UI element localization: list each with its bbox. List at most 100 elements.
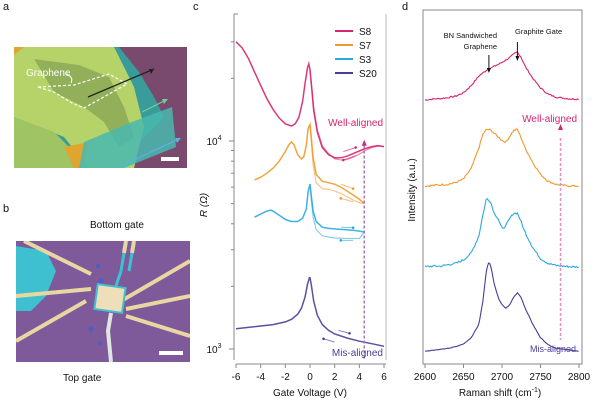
c-series-line-S3 xyxy=(254,184,365,233)
c-y-tick-exp: 4 xyxy=(218,135,222,142)
c-y-tick-label: 103 xyxy=(206,343,221,356)
dot xyxy=(96,264,100,268)
c-x-tick-label: -4 xyxy=(256,372,265,383)
d-series-line-S8 xyxy=(424,51,579,101)
bottom-gate-label: Bottom gate xyxy=(90,220,144,231)
c-series-backsweep-S7 xyxy=(309,124,365,205)
c-sweep-arrowhead xyxy=(342,158,345,162)
graphene-region xyxy=(34,59,134,147)
c-axes: -6 -4 -2 0 2 4 6 103 104 xyxy=(206,13,387,383)
blue-arrow xyxy=(118,138,180,168)
c-series-line-S7 xyxy=(254,121,365,205)
c-sweep-arrowhead xyxy=(339,197,343,200)
c-sweep-arrowhead xyxy=(322,337,325,341)
micrograph-a: Graphene xyxy=(14,47,187,168)
d-annotation-graphite: Graphite Gate xyxy=(515,27,562,36)
blue-arrowhead xyxy=(175,138,181,143)
d-arrowhead-bn xyxy=(486,68,491,73)
c-sweep-arrow xyxy=(340,197,354,203)
dot xyxy=(98,278,104,284)
black-arrow xyxy=(87,68,155,98)
c-x-tick-label: -6 xyxy=(232,372,241,383)
c-x-axis-label: Gate Voltage (V) xyxy=(273,388,347,399)
graphene-label: Graphene xyxy=(26,68,71,79)
panel-label-c: c xyxy=(193,1,199,13)
c-y-tick-label: 104 xyxy=(206,135,221,148)
d-xlabel-base: Raman shift (cm xyxy=(459,388,532,399)
c-x-tick-label: 2 xyxy=(332,372,338,383)
c-series-line-S8 xyxy=(235,41,385,159)
top-gate-pad xyxy=(93,283,127,314)
micrograph-b xyxy=(16,241,190,362)
cyan-flake xyxy=(79,107,176,168)
d-x-axis-label: Raman shift (cm-1) xyxy=(459,387,541,399)
chart-d: 2600 2650 2700 2750 2800 Raman shift (cm-1) … xyxy=(407,9,591,399)
c-annotation-mis-aligned: Mis-aligned xyxy=(332,348,383,359)
c-legend: S8 S7 S3 S20 xyxy=(335,27,377,80)
d-axes: 2600 2650 2700 2750 2800 xyxy=(414,9,591,383)
d-x-tick-label: 2800 xyxy=(568,372,591,383)
c-annotation-well-aligned: Well-aligned xyxy=(328,118,383,129)
scale-bar xyxy=(161,157,179,161)
c-sweep-arrow xyxy=(338,329,350,334)
c-x-tick-label: 6 xyxy=(381,372,387,383)
panel-label-a: a xyxy=(3,1,10,13)
d-series-line-S3 xyxy=(424,197,579,269)
c-x-tick-label: 4 xyxy=(357,372,363,383)
d-annotation-bn-line2: Graphene xyxy=(464,42,497,51)
c-sweep-arrowhead xyxy=(339,239,343,242)
c-x-tick-label: -2 xyxy=(281,372,290,383)
d-x-tick-label: 2750 xyxy=(529,372,552,383)
panel-label-d: d xyxy=(402,1,409,13)
scale-bar xyxy=(159,351,183,355)
c-series-backsweep-S8 xyxy=(309,69,385,161)
dot xyxy=(88,326,94,332)
c-legend-label-S3: S3 xyxy=(359,55,372,66)
c-sweep-arrowhead xyxy=(354,146,357,149)
c-sweep-arrow xyxy=(343,147,356,152)
leads xyxy=(16,241,190,343)
d-x-tick-label: 2600 xyxy=(414,372,437,383)
c-legend-label-S8: S8 xyxy=(359,27,372,38)
green-arrowhead xyxy=(162,99,168,104)
d-plot-frame xyxy=(422,9,583,365)
c-y-axis-label: R (Ω) xyxy=(199,193,210,217)
dot xyxy=(98,341,102,345)
d-series xyxy=(424,42,579,352)
c-sweep-arrow xyxy=(323,338,335,343)
d-xlabel-end: ) xyxy=(538,388,541,399)
c-series-line-S20 xyxy=(235,277,385,348)
d-annotation-mis-aligned: Mis-aligned xyxy=(530,344,576,354)
d-marker-arrowhead xyxy=(558,124,564,130)
d-series-line-S7 xyxy=(424,128,579,188)
d-annotation-bn-line1: BN Sandwiched xyxy=(444,31,497,40)
d-series-line-S20 xyxy=(424,262,579,352)
c-x-tick-label: 0 xyxy=(307,372,313,383)
graphene-pointer xyxy=(65,73,73,84)
c-series-backsweep-S3 xyxy=(309,184,365,240)
top-gate-lead xyxy=(105,312,113,362)
c-sweep-arrowhead xyxy=(351,187,355,190)
panel-label-b: b xyxy=(3,203,10,215)
d-xlabel-exp: -1 xyxy=(532,387,538,394)
c-sweep-arrowhead xyxy=(348,331,351,335)
chart-c: -6 -4 -2 0 2 4 6 103 104 S8 S7 S3 S20 Gate Voltage … xyxy=(199,13,387,399)
c-legend-label-S20: S20 xyxy=(359,69,377,80)
c-sweep-arrow xyxy=(343,155,356,161)
c-legend-label-S7: S7 xyxy=(359,41,372,52)
c-y-tick-exp: 3 xyxy=(218,343,222,350)
top-gate-label: Top gate xyxy=(63,373,102,384)
graphene-outline xyxy=(37,73,129,109)
c-sweep-arrow xyxy=(340,183,354,190)
d-y-axis-label: Intensity (a.u.) xyxy=(407,158,418,221)
d-annotation-well-aligned: Well-aligned xyxy=(522,114,577,125)
bottom-gate-lead xyxy=(114,252,134,287)
d-x-tick-label: 2650 xyxy=(452,372,475,383)
gold-flake-corner xyxy=(14,47,24,55)
d-arrowhead-graphite xyxy=(515,56,520,61)
green-arrow xyxy=(141,99,167,113)
d-x-tick-label: 2700 xyxy=(491,372,514,383)
c-sweep-arrowhead xyxy=(351,226,355,229)
c-marker-arrowhead xyxy=(361,139,367,146)
c-series xyxy=(235,41,385,359)
